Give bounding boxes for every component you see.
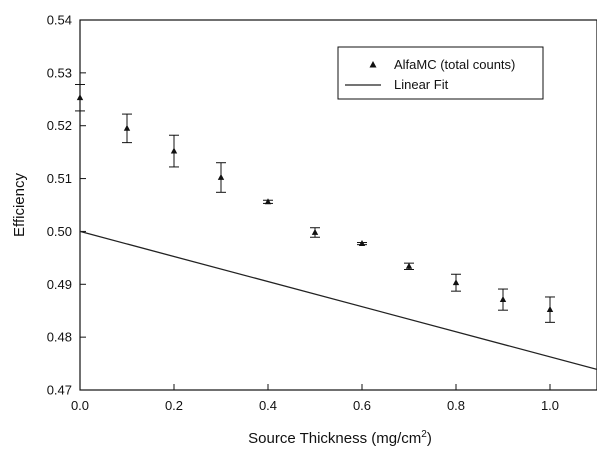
y-tick-label: 0.53 — [47, 65, 72, 80]
data-point — [263, 198, 273, 205]
legend-triangle-marker — [369, 61, 377, 68]
triangle-marker — [499, 296, 507, 303]
legend-label-alfamc: AlfaMC (total counts) — [394, 57, 515, 72]
data-point — [451, 273, 461, 292]
y-tick-label: 0.48 — [47, 330, 72, 345]
y-tick-label: 0.54 — [47, 13, 72, 28]
legend-box — [337, 46, 544, 100]
data-point — [216, 162, 226, 193]
triangle-marker — [452, 279, 460, 286]
x-tick-label: 0.2 — [165, 398, 183, 413]
points-layer — [75, 83, 555, 323]
data-point — [404, 262, 414, 270]
x-tick-label: 0.6 — [353, 398, 371, 413]
data-point — [545, 296, 555, 323]
y-tick-label: 0.52 — [47, 118, 72, 133]
triangle-marker — [405, 262, 413, 269]
y-tick-label: 0.47 — [47, 383, 72, 398]
ticks-layer: 0.47 0.48 0.49 0.50 0.51 0.52 0.53 0.54 0.0 0.2 0.… — [47, 13, 559, 414]
x-tick-label: 0.0 — [71, 398, 89, 413]
data-point — [169, 134, 179, 168]
y-axis-title: Efficiency — [11, 173, 28, 237]
triangle-marker — [264, 198, 272, 205]
x-axis-title-sup: 2 — [421, 429, 427, 440]
data-point — [122, 113, 132, 144]
x-tick-label: 0.4 — [259, 398, 277, 413]
triangle-marker — [546, 306, 554, 313]
linear-fit-line — [79, 230, 597, 371]
x-axis-title-main: Source Thickness (mg/cm — [248, 430, 421, 447]
triangle-marker — [311, 228, 319, 235]
x-tick-label: 1.0 — [541, 398, 559, 413]
data-point — [75, 83, 85, 112]
data-point — [357, 239, 367, 246]
data-point — [310, 227, 320, 238]
legend-label-linear-fit: Linear Fit — [394, 77, 449, 92]
legend: AlfaMC (total counts) Linear Fit — [337, 46, 544, 100]
triangle-marker — [76, 94, 84, 101]
triangle-marker — [170, 147, 178, 154]
fit-layer — [79, 230, 597, 371]
y-tick-label: 0.50 — [47, 224, 72, 239]
data-point — [498, 288, 508, 311]
x-axis-title-close: ) — [427, 430, 432, 447]
triangle-marker — [123, 124, 131, 131]
triangle-marker — [358, 239, 366, 246]
y-tick-label: 0.51 — [47, 171, 72, 186]
x-axis-title: Source Thickness (mg/cm2) — [248, 429, 432, 447]
plot-frame — [79, 19, 597, 391]
x-tick-label: 0.8 — [447, 398, 465, 413]
triangle-marker — [217, 173, 225, 180]
y-tick-label: 0.49 — [47, 277, 72, 292]
